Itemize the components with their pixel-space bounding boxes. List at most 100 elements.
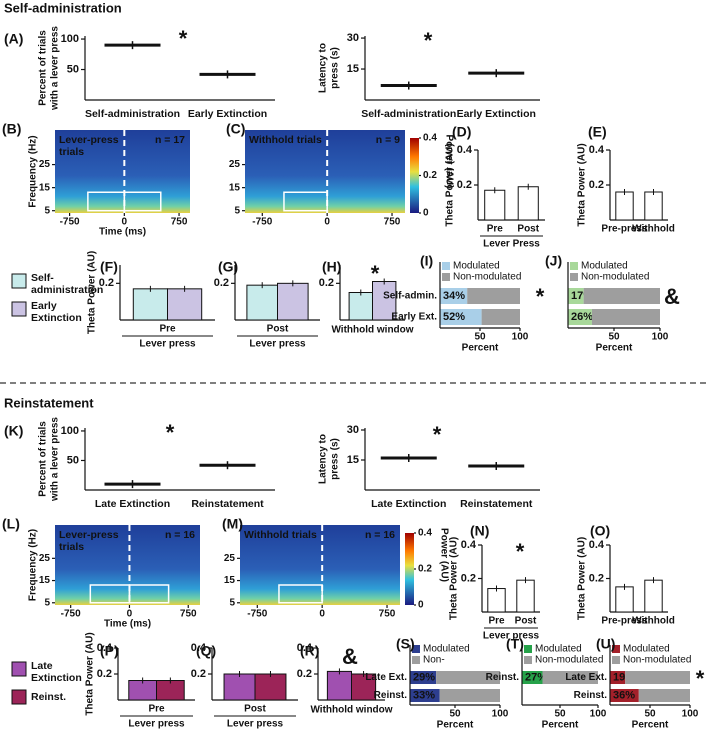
spectrogram [55,525,200,605]
legend-swatch [442,273,450,281]
x-axis-label: Time (ms) [104,619,151,630]
y-axis-label: Frequency (Hz) [28,135,39,207]
y-tick-label: 15 [224,575,236,586]
y-tick-label: 0.4 [97,642,113,654]
bar-segment [410,689,440,702]
legend-label: Non-modulated [581,272,649,283]
bar-segment [439,689,500,702]
x-tick-label: 100 [682,709,699,720]
annotation: & [664,284,680,309]
value-label: 27% [525,671,547,683]
x-axis-label: Percent [632,720,669,731]
legend-label: Extinction [31,312,82,324]
bar [644,191,663,221]
bar-segment [610,689,639,702]
x-tick-label: 100 [512,332,529,343]
x-axis-label: Percent [542,720,579,731]
x-axis-label: Percent [462,343,499,354]
y-axis-label: Percent of trials [38,421,49,497]
x-tick-label: Post [517,224,539,235]
bar [167,288,203,321]
y-tick-label: 15 [39,182,51,193]
x-tick-label: 0 [122,217,128,228]
panel-letter: (M) [222,516,243,532]
y-tick-label: 0.2 [191,668,206,680]
bar-segment [625,671,690,684]
bar [277,282,309,321]
panel-letter: (D) [452,124,471,140]
trial-label: Withhold trials [244,529,317,541]
x-tick-label: Self-administration [361,108,456,120]
colorbar-tick-label: 0.2 [418,564,432,575]
bar [644,579,663,613]
panel-letter: (C) [226,121,245,137]
legend-label: Non-modulated [623,655,691,666]
x-axis-label: Withhold window [310,705,392,716]
y-tick-label: Late Ext. [565,672,607,683]
y-tick-label: 50 [67,63,79,75]
legend-swatch [11,301,27,317]
y-tick-label: 0.4 [457,144,473,156]
y-axis-label: Theta Power (AU) [85,632,96,715]
bar [223,673,256,701]
panel-letter: (A) [4,31,23,47]
legend-label: Modulated [535,644,582,655]
colorbar-tick-label: 0.4 [423,133,437,144]
annotation: * [166,420,175,445]
y-axis-label: Percent of trials [38,30,49,106]
x-axis-label: Percent [437,720,474,731]
colorbar-tick-label: 0 [423,208,429,219]
y-tick-label: 0.4 [461,539,477,551]
y-tick-label: 50 [67,454,79,466]
colorbar-label: Power (AU) [443,135,454,189]
window-box [278,584,323,604]
x-tick-label: 0 [319,609,325,620]
x-tick-label: -750 [60,217,80,228]
trial-label: trials [59,146,84,158]
y-tick-label: 30 [347,32,359,44]
x-tick-label: Late Extinction [95,498,170,510]
x-tick-label: 50 [644,709,656,720]
y-axis-label: Theta Power (AU) [577,143,588,226]
bar [254,673,287,701]
n-label: n = 16 [365,529,395,541]
y-axis-label: Frequency (Hz) [28,529,39,601]
legend-swatch [11,273,27,289]
x-tick-label: Late Extinction [371,498,446,510]
value-label: 34% [443,290,465,302]
annotation: * [536,284,545,309]
bar [348,292,374,321]
x-axis-label: Withhold window [331,325,413,336]
y-tick-label: 5 [229,597,235,608]
annotation: * [516,539,525,564]
trial-label: Lever-press [59,134,119,146]
y-tick-label: 0.2 [297,668,312,680]
y-tick-label: 15 [39,575,51,586]
x-tick-label: 50 [608,332,620,343]
x-tick-label: Pre-press [601,616,648,627]
legend-label: Modulated [581,261,628,272]
bar-segment [610,671,626,684]
legend-swatch [442,262,450,270]
y-tick-label: 30 [347,424,359,436]
x-axis-label: Time (ms) [99,227,146,238]
annotation: * [433,422,442,447]
panel-letter: (R) [300,643,319,659]
y-tick-label: 0.4 [191,642,207,654]
x-tick-label: Pre [159,324,176,335]
bar-segment [583,288,660,304]
bar [517,186,539,221]
spectrogram [245,130,405,213]
panel-letter: (L) [2,516,20,532]
y-tick-label: 25 [39,159,51,170]
y-axis-label: with a lever press [50,26,61,111]
panel-letter: (B) [2,121,21,137]
y-tick-label: 0.2 [457,179,472,191]
panel-letter: (F) [100,259,118,275]
x-tick-label: Reinstatement [460,498,533,510]
x-tick-label: -750 [61,609,81,620]
colorbar-tick-label: 0.2 [423,170,437,181]
y-axis-label: Latency to [318,434,329,484]
legend-swatch [524,656,532,664]
